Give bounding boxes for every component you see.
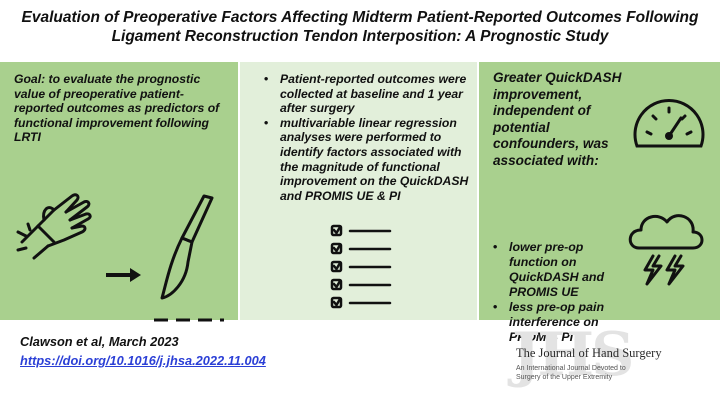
doi-link[interactable]: https://doi.org/10.1016/j.jhsa.2022.11.0… <box>20 353 266 368</box>
results-list: lower pre-op function on QuickDASH and P… <box>493 240 621 345</box>
checklist-icon <box>330 224 392 309</box>
results-heading: Greater QuickDASH improvement, independe… <box>493 70 622 168</box>
citation: Clawson et al, March 2023 https://doi.or… <box>20 332 266 370</box>
list-item: multivariable linear regression analyses… <box>264 116 469 204</box>
dashed-incision-icon <box>154 318 224 322</box>
goal-panel: Goal: to evaluate the prognostic value o… <box>0 62 238 322</box>
citation-author: Clawson et al, March 2023 <box>20 334 179 349</box>
speedometer-icon <box>633 99 705 148</box>
list-item: lower pre-op function on QuickDASH and P… <box>493 240 621 300</box>
list-item: Patient-reported outcomes were collected… <box>264 72 469 116</box>
storm-cloud-icon <box>628 214 704 286</box>
results-panel: Greater QuickDASH improvement, independe… <box>479 62 720 344</box>
hand-wrist-pain-icon <box>16 193 92 260</box>
page-title: Evaluation of Preoperative Factors Affec… <box>0 8 720 46</box>
journal-name: The Journal of Hand Surgery <box>516 346 662 360</box>
title-line-1: Evaluation of Preoperative Factors Affec… <box>21 9 699 26</box>
list-item: less pre-op pain interference on PROMIS … <box>493 300 621 345</box>
journal-logo: JHS The Journal of Hand Surgery An Inter… <box>512 320 712 402</box>
methods-list: Patient-reported outcomes were collected… <box>264 72 469 203</box>
arrow-right-icon <box>106 268 141 282</box>
journal-mark: JHS <box>512 320 634 390</box>
journal-tagline: An International Journal Devoted to Surg… <box>516 365 626 381</box>
title-line-2: Ligament Reconstruction Tendon Interposi… <box>111 28 609 45</box>
goal-text: Goal: to evaluate the prognostic value o… <box>14 72 220 145</box>
methods-panel: Patient-reported outcomes were collected… <box>240 62 477 320</box>
scalpel-icon <box>160 194 214 300</box>
